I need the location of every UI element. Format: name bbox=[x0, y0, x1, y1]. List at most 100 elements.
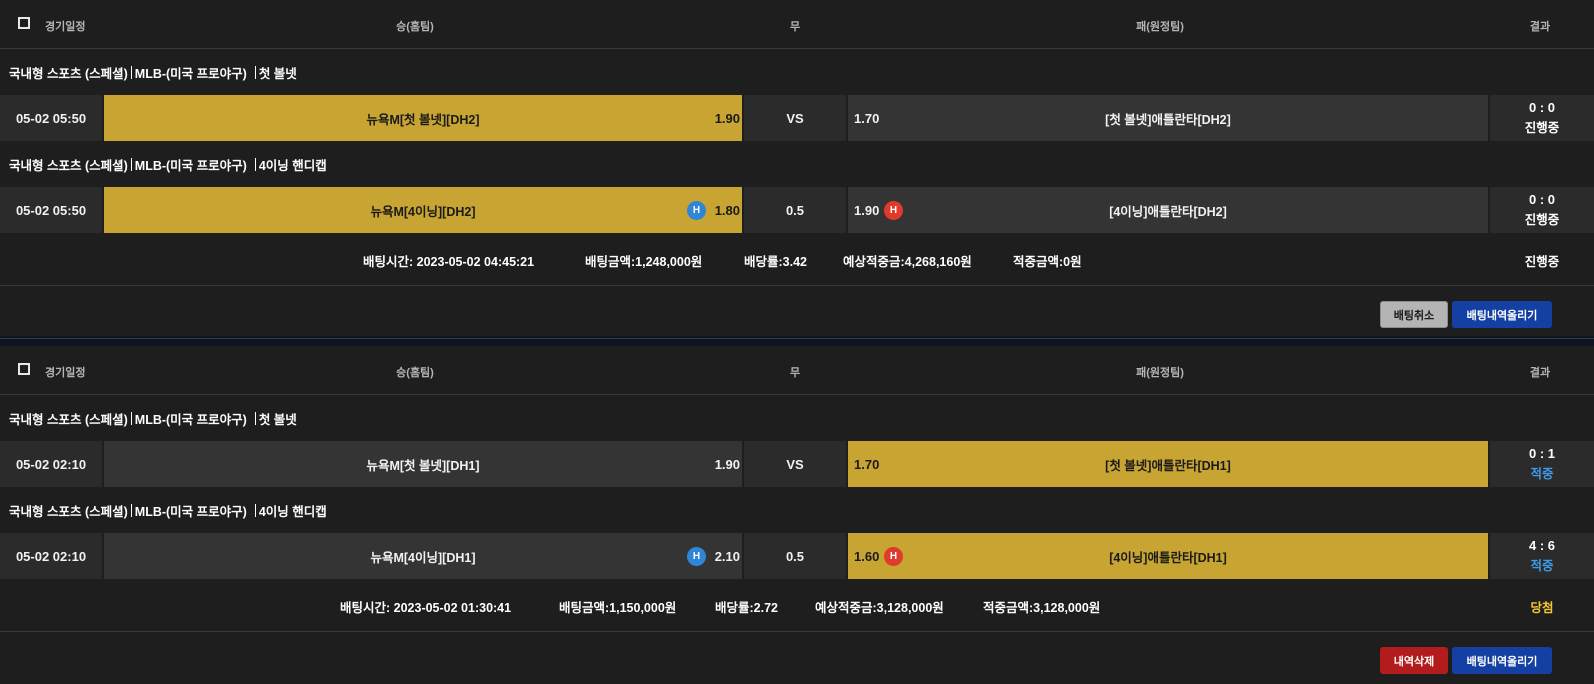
away-odds: 1.70 bbox=[854, 110, 880, 126]
status-badge: 진행중 bbox=[1524, 213, 1560, 227]
league-title: 국내형 스포츠 (스페셜) MLB-(미국 프로야구) 첫 볼넷 bbox=[0, 395, 1594, 441]
home-team: 뉴욕M[첫 볼넷][DH2] bbox=[366, 112, 480, 127]
handicap-value[interactable]: 0.5 bbox=[744, 187, 846, 233]
score: 0 : 0 bbox=[1528, 100, 1555, 115]
handicap-h-icon: H bbox=[687, 200, 706, 220]
slip-status: 진행중 bbox=[1524, 255, 1560, 269]
result-cell: 0 : 0 진행중 bbox=[1490, 187, 1594, 233]
divider bbox=[130, 157, 132, 171]
slip-status: 당첨 bbox=[1530, 601, 1554, 615]
header-lose: 패(원정팀) bbox=[1136, 367, 1184, 379]
status-badge: 적중 bbox=[1530, 467, 1554, 481]
match-date: 05-02 02:10 bbox=[0, 441, 102, 487]
slip-actions: 배팅취소 배팅내역올리기 bbox=[0, 286, 1594, 339]
league-market: 첫 볼넷 bbox=[258, 412, 297, 427]
home-odds: 2.10 bbox=[714, 548, 740, 564]
header-draw: 무 bbox=[789, 21, 801, 33]
away-pick[interactable]: 1.90 H [4이닝]애틀란타[DH2] bbox=[848, 187, 1488, 233]
home-odds: 1.90 bbox=[714, 110, 740, 126]
league-title: 국내형 스포츠 (스페셜) MLB-(미국 프로야구) 4이닝 핸디캡 bbox=[0, 487, 1594, 533]
hit-amount: 적중금액:3,128,000원 bbox=[983, 601, 1101, 615]
divider bbox=[254, 503, 256, 517]
cancel-bet-button[interactable]: 배팅취소 bbox=[1380, 301, 1448, 328]
handicap-value[interactable]: 0.5 bbox=[744, 533, 846, 579]
home-team: 뉴욕M[4이닝][DH2] bbox=[370, 204, 476, 219]
away-team: [4이닝]애틀란타[DH1] bbox=[1109, 550, 1227, 565]
table-header: 경기일정 승(홈팀) 무 패(원정팀) 결과 bbox=[0, 346, 1594, 395]
league-category: 국내형 스포츠 (스페셜) bbox=[9, 66, 128, 81]
home-odds: 1.80 bbox=[714, 202, 740, 218]
away-pick[interactable]: 1.70 [첫 볼넷]애틀란타[DH1] bbox=[848, 441, 1488, 487]
post-bet-history-button[interactable]: 배팅내역올리기 bbox=[1452, 301, 1552, 328]
away-odds: 1.70 bbox=[854, 456, 880, 472]
header-date: 경기일정 bbox=[45, 367, 86, 379]
league-category: 국내형 스포츠 (스페셜) bbox=[9, 158, 128, 173]
post-bet-history-button[interactable]: 배팅내역올리기 bbox=[1452, 647, 1552, 674]
table-row: 05-02 02:10 뉴욕M[첫 볼넷][DH1] 1.90 VS 1.70 … bbox=[0, 441, 1594, 487]
select-all-checkbox[interactable] bbox=[18, 17, 30, 29]
match-date: 05-02 05:50 bbox=[0, 95, 102, 141]
header-result: 결과 bbox=[1529, 21, 1551, 33]
divider bbox=[130, 411, 132, 425]
league-market: 4이닝 핸디캡 bbox=[258, 504, 327, 519]
away-team: [첫 볼넷]애틀란타[DH2] bbox=[1105, 112, 1231, 127]
handicap-h-icon: H bbox=[884, 546, 903, 566]
bet-odds: 배당률:2.72 bbox=[715, 601, 778, 615]
select-all-checkbox[interactable] bbox=[18, 363, 30, 375]
match-date: 05-02 02:10 bbox=[0, 533, 102, 579]
bet-summary: 배팅시간: 2023-05-02 01:30:41 배팅금액:1,150,000… bbox=[0, 579, 1594, 632]
home-pick[interactable]: 뉴욕M[4이닝][DH2] H 1.80 bbox=[104, 187, 742, 233]
bet-amount: 배팅금액:1,248,000원 bbox=[585, 255, 703, 269]
league-title: 국내형 스포츠 (스페셜) MLB-(미국 프로야구) 첫 볼넷 bbox=[0, 49, 1594, 95]
divider bbox=[254, 157, 256, 171]
bet-amount: 배팅금액:1,150,000원 bbox=[559, 601, 677, 615]
score: 0 : 1 bbox=[1528, 446, 1555, 461]
result-cell: 0 : 1 적중 bbox=[1490, 441, 1594, 487]
delete-history-button[interactable]: 내역삭제 bbox=[1380, 647, 1448, 674]
divider bbox=[254, 411, 256, 425]
header-win: 승(홈팀) bbox=[396, 367, 434, 379]
home-odds: 1.90 bbox=[714, 456, 740, 472]
home-pick[interactable]: 뉴욕M[첫 볼넷][DH1] 1.90 bbox=[104, 441, 742, 487]
league-competition: MLB-(미국 프로야구) bbox=[134, 504, 247, 519]
away-team: [4이닝]애틀란타[DH2] bbox=[1109, 204, 1227, 219]
league-competition: MLB-(미국 프로야구) bbox=[134, 158, 247, 173]
result-cell: 0 : 0 진행중 bbox=[1490, 95, 1594, 141]
divider bbox=[130, 503, 132, 517]
handicap-h-icon: H bbox=[687, 546, 706, 566]
result-cell: 4 : 6 적중 bbox=[1490, 533, 1594, 579]
match-date: 05-02 05:50 bbox=[0, 187, 102, 233]
header-date: 경기일정 bbox=[45, 21, 86, 33]
draw-pick[interactable]: VS bbox=[744, 95, 846, 141]
status-badge: 진행중 bbox=[1524, 121, 1560, 135]
away-odds: 1.90 bbox=[854, 202, 880, 218]
draw-pick[interactable]: VS bbox=[744, 441, 846, 487]
bet-time: 배팅시간: 2023-05-02 01:30:41 bbox=[340, 601, 512, 615]
bet-odds: 배당률:3.42 bbox=[744, 255, 807, 269]
league-competition: MLB-(미국 프로야구) bbox=[134, 66, 247, 81]
expected-payout: 예상적중금:4,268,160원 bbox=[843, 255, 972, 269]
away-pick[interactable]: 1.60 H [4이닝]애틀란타[DH1] bbox=[848, 533, 1488, 579]
home-pick[interactable]: 뉴욕M[4이닝][DH1] H 2.10 bbox=[104, 533, 742, 579]
home-pick[interactable]: 뉴욕M[첫 볼넷][DH2] 1.90 bbox=[104, 95, 742, 141]
status-badge: 적중 bbox=[1530, 559, 1554, 573]
league-competition: MLB-(미국 프로야구) bbox=[134, 412, 247, 427]
expected-payout: 예상적중금:3,128,000원 bbox=[815, 601, 944, 615]
handicap-h-icon: H bbox=[884, 200, 903, 220]
league-market: 첫 볼넷 bbox=[258, 66, 297, 81]
league-title: 국내형 스포츠 (스페셜) MLB-(미국 프로야구) 4이닝 핸디캡 bbox=[0, 141, 1594, 187]
header-draw: 무 bbox=[789, 367, 801, 379]
header-lose: 패(원정팀) bbox=[1136, 21, 1184, 33]
slip-actions: 내역삭제 배팅내역올리기 bbox=[0, 632, 1594, 684]
league-market: 4이닝 핸디캡 bbox=[258, 158, 327, 173]
score: 4 : 6 bbox=[1528, 538, 1555, 553]
bet-summary: 배팅시간: 2023-05-02 04:45:21 배팅금액:1,248,000… bbox=[0, 233, 1594, 286]
hit-amount: 적중금액:0원 bbox=[1013, 255, 1082, 269]
home-team: 뉴욕M[4이닝][DH1] bbox=[370, 550, 476, 565]
header-result: 결과 bbox=[1529, 367, 1551, 379]
away-pick[interactable]: 1.70 [첫 볼넷]애틀란타[DH2] bbox=[848, 95, 1488, 141]
league-category: 국내형 스포츠 (스페셜) bbox=[9, 412, 128, 427]
away-odds: 1.60 bbox=[854, 548, 880, 564]
table-header: 경기일정 승(홈팀) 무 패(원정팀) 결과 bbox=[0, 0, 1594, 49]
header-win: 승(홈팀) bbox=[396, 21, 434, 33]
